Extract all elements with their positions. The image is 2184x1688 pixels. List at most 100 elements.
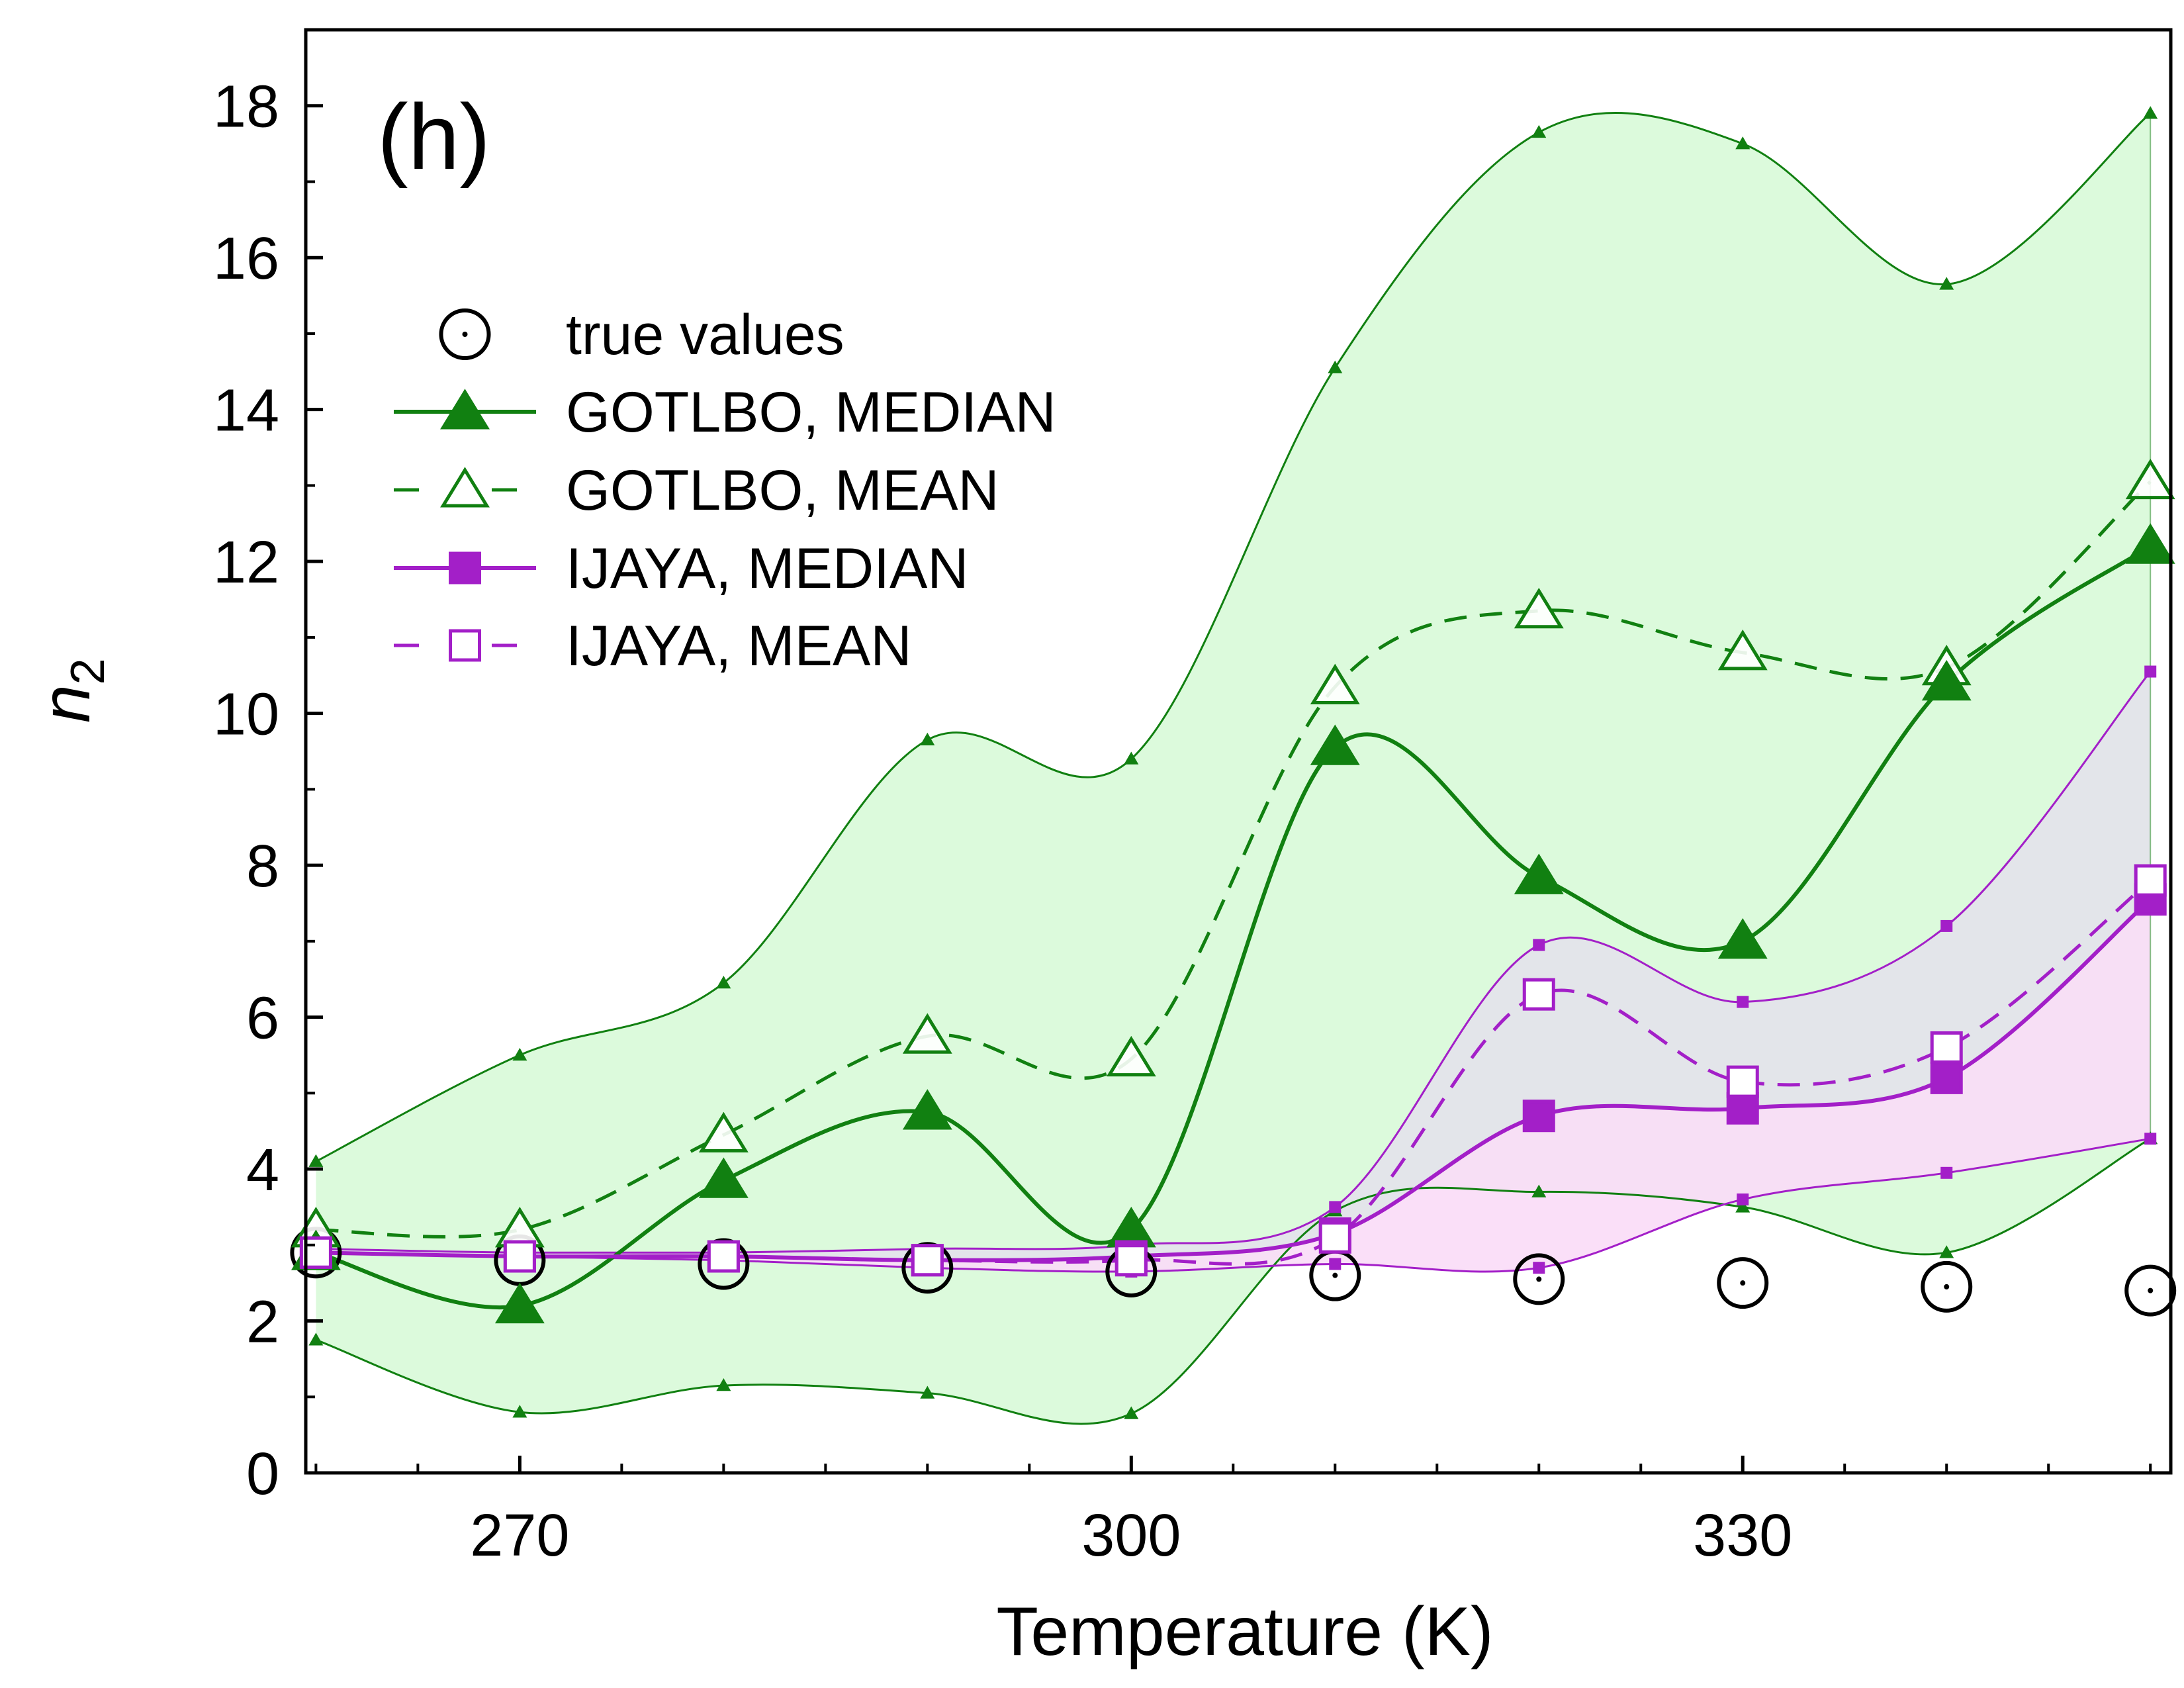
x-tick-label: 270: [470, 1503, 569, 1569]
gotlbo-range-point: [1531, 124, 1547, 138]
ijaya-median-line: [316, 898, 2152, 1262]
ijaya-mean-point: [1318, 1221, 1351, 1254]
gotlbo-range-point: [1328, 360, 1343, 373]
gotlbo-median-point: [494, 1282, 545, 1324]
true-value-point: [2124, 1264, 2177, 1317]
ijaya-mean-point: [1930, 1031, 1963, 1064]
legend-label: GOTLBO, MEDIAN: [566, 381, 1056, 444]
y-tick-label: 18: [213, 74, 279, 140]
ijaya-median-point: [1726, 1092, 1759, 1125]
ijaya-mean-point: [911, 1244, 944, 1277]
gotlbo-median-point: [2125, 523, 2175, 564]
gotlbo-mean-point: [1717, 630, 1768, 671]
ijaya-mean-point: [1726, 1065, 1759, 1098]
true-value-ring: [2124, 1264, 2177, 1317]
y-tick-label: 14: [213, 378, 279, 444]
x-tick-label: 330: [1693, 1503, 1792, 1569]
ijaya-mean-point: [707, 1240, 740, 1273]
gotlbo-range-point: [308, 1333, 324, 1346]
true-value-ring: [901, 1242, 954, 1294]
true-value-ring: [698, 1238, 750, 1290]
gotlbo-range-point: [1939, 277, 1954, 290]
legend-marker-true: [439, 308, 491, 360]
y-tick-label: 8: [246, 833, 279, 900]
y-axis-title-subscript: 2: [62, 658, 114, 684]
gotlbo-mean-point: [2125, 458, 2175, 500]
y-tick-label: 12: [213, 530, 279, 596]
gotlbo-range-point: [512, 1047, 527, 1061]
true-value-dot: [1944, 1284, 1950, 1289]
gotlbo-range-point: [1939, 1245, 1954, 1258]
legend-marker-ijaya-median: [449, 551, 481, 585]
gotlbo-mean-point: [1310, 663, 1360, 704]
ijaya-range-point: [1329, 1201, 1342, 1213]
ijaya-median-point: [1930, 1061, 1963, 1094]
gotlbo-range-point: [1531, 1184, 1547, 1197]
true-value-point: [1717, 1257, 1769, 1309]
y-tick-label: 2: [246, 1289, 279, 1356]
gotlbo-median-point: [1310, 724, 1360, 765]
y-tick-label: 10: [213, 682, 279, 748]
true-value-ring: [1717, 1257, 1769, 1309]
gotlbo-range-point: [1735, 136, 1751, 150]
legend-label: GOTLBO, MEAN: [566, 459, 999, 522]
ijaya-range-point: [1737, 996, 1749, 1008]
y-tick-label: 6: [246, 986, 279, 1052]
true-value-ring: [1513, 1253, 1565, 1305]
legend-label: IJAYA, MEAN: [566, 614, 911, 678]
ijaya-mean-point: [1115, 1244, 1148, 1277]
gotlbo-range-point: [716, 975, 731, 989]
axes: 0 2 4 6 8 10 12 14 16 18 270 300 330: [213, 74, 2152, 1569]
x-axis-title: Temperature (K): [996, 1593, 1493, 1670]
true-value-point: [1513, 1253, 1565, 1305]
gotlbo-median-line: [315, 544, 2152, 1310]
legend-label: true values: [566, 303, 844, 367]
legend-marker-gotlbo-mean: [440, 467, 490, 508]
gotlbo-median-point: [1514, 853, 1564, 894]
gotlbo-mean-point: [1106, 1035, 1156, 1077]
true-value-ring: [439, 308, 491, 360]
ijaya-mean-point: [503, 1240, 536, 1273]
true-value-point: [1921, 1260, 1973, 1313]
gotlbo-mean-point: [698, 1111, 749, 1152]
ijaya-range-point: [1940, 919, 1953, 932]
y-tick-label: 4: [246, 1137, 279, 1203]
gotlbo-mean-point: [1514, 587, 1564, 629]
gotlbo-range-point: [920, 1385, 935, 1399]
gotlbo-range-point: [2143, 106, 2158, 119]
ijaya-mean-point: [2134, 864, 2167, 897]
series-lines: [315, 111, 2152, 1425]
gotlbo-median-point: [698, 1157, 749, 1198]
range-bands: [316, 113, 2152, 1425]
gotlbo-range-point: [716, 1378, 731, 1391]
y-axis-title-main: n: [28, 684, 105, 723]
y-axis-title: n2: [28, 658, 114, 723]
y-tick-label: 0: [246, 1441, 279, 1507]
legend-marker-ijaya-mean: [449, 629, 481, 662]
ijaya-mean-point: [1522, 978, 1555, 1011]
true-value-dot: [462, 332, 468, 337]
gotlbo-range-point: [1124, 751, 1139, 765]
legend-marker-gotlbo-median: [440, 389, 490, 430]
true-value-dot: [2148, 1288, 2154, 1293]
ijaya-range-point: [1737, 1193, 1749, 1205]
gotlbo-median-point: [1921, 659, 1972, 701]
ijaya-range-point: [2144, 665, 2157, 678]
gotlbo-upper-line: [315, 111, 2152, 1162]
gotlbo-lower-line: [315, 1137, 2151, 1425]
ijaya-range-point: [1329, 1258, 1342, 1270]
y-tick-label: 16: [213, 226, 279, 292]
ijaya-median-point: [1522, 1100, 1555, 1133]
plot-frame: [304, 28, 2173, 1475]
gotlbo-mean-point: [902, 1013, 952, 1054]
ijaya-range-point: [2144, 1133, 2157, 1145]
true-value-dot: [1740, 1280, 1746, 1286]
gotlbo-mean-line: [316, 480, 2152, 1239]
gotlbo-range-point: [1124, 1406, 1139, 1419]
ijaya-upper-line: [316, 671, 2152, 1254]
ijaya-range-point: [1533, 1262, 1545, 1274]
ijaya-range-point: [1533, 939, 1545, 951]
gotlbo-range-point: [920, 732, 935, 746]
gotlbo-median-point: [1717, 918, 1768, 959]
